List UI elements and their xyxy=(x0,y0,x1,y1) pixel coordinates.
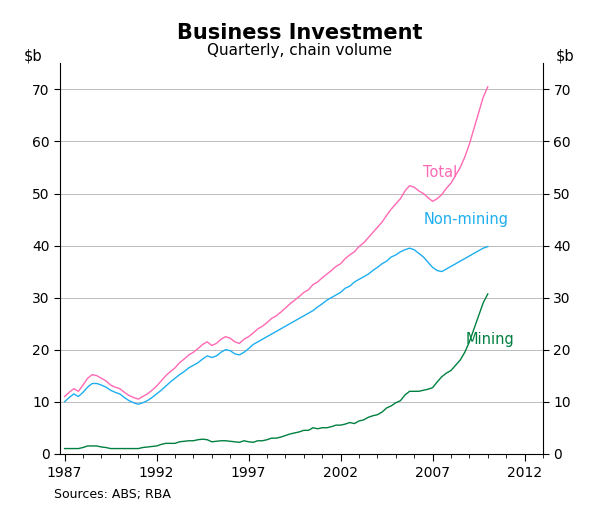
Text: Sources: ABS; RBA: Sources: ABS; RBA xyxy=(54,488,171,501)
Text: Mining: Mining xyxy=(466,332,514,347)
Text: $b: $b xyxy=(556,48,574,63)
Text: Quarterly, chain volume: Quarterly, chain volume xyxy=(208,43,392,58)
Text: Business Investment: Business Investment xyxy=(177,23,423,43)
Text: $b: $b xyxy=(24,48,43,63)
Text: Non-mining: Non-mining xyxy=(424,212,508,227)
Text: Total: Total xyxy=(424,165,458,180)
